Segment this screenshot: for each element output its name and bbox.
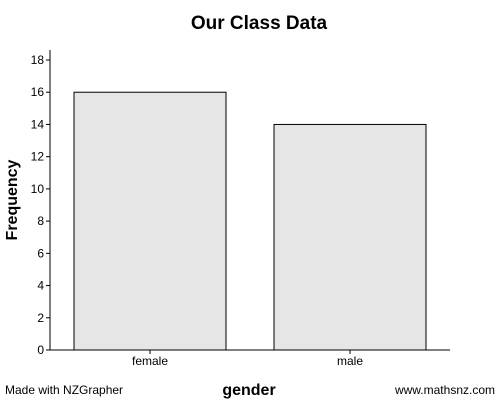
x-axis-ticks: female male [132, 350, 363, 368]
y-tick-label: 18 [31, 53, 45, 67]
x-tick-label-male: male [337, 354, 363, 368]
chart-title: Our Class Data [191, 13, 328, 34]
bars [73, 91, 427, 351]
y-tick-label: 6 [37, 246, 44, 260]
y-tick-label: 8 [37, 214, 44, 228]
x-tick-label-female: female [132, 354, 168, 368]
y-tick-label: 4 [37, 279, 44, 293]
y-axis-ticks: 0 2 4 6 8 10 12 14 16 18 [31, 53, 50, 357]
bar-female [73, 91, 227, 351]
y-tick-label: 10 [31, 182, 45, 196]
y-tick-label: 12 [31, 150, 45, 164]
footer-credit: Made with NZGrapher [5, 383, 123, 397]
y-tick-label: 2 [37, 311, 44, 325]
y-axis-label: Frequency [4, 159, 21, 240]
x-axis-label: gender [222, 382, 275, 399]
y-tick-label: 16 [31, 85, 45, 99]
footer-website: www.mathsnz.com [394, 383, 495, 397]
y-tick-label: 14 [31, 117, 45, 131]
bar-male [273, 123, 427, 351]
y-tick-label: 0 [37, 343, 44, 357]
